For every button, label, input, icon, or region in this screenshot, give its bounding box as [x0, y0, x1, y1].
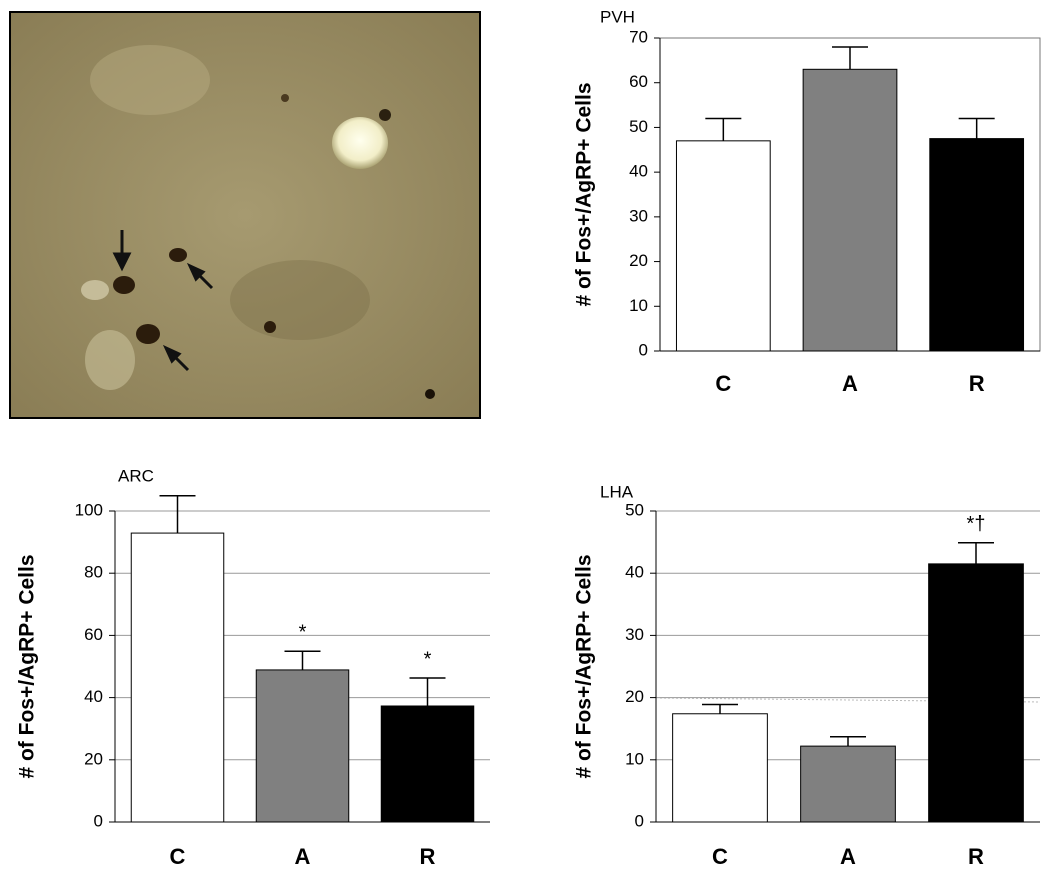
y-axis-label: # of Fos+/AgRP+ Cells [573, 82, 596, 306]
bar [255, 669, 350, 823]
y-axis-label: # of Fos+/AgRP+ Cells [573, 554, 596, 778]
y-tick-label: 60 [84, 625, 103, 644]
chart-title: ARC [118, 466, 154, 485]
y-tick-label: 40 [625, 563, 644, 582]
x-tick-label: A [842, 371, 858, 396]
y-tick-label: 0 [635, 811, 644, 830]
y-tick-label: 100 [75, 500, 103, 519]
y-tick-label: 70 [629, 27, 648, 46]
annotation: * [299, 622, 307, 644]
bar [802, 68, 898, 352]
chart-title: PVH [600, 7, 635, 26]
y-tick-label: 20 [84, 749, 103, 768]
y-tick-label: 10 [625, 749, 644, 768]
micrograph [9, 11, 481, 419]
bar [130, 532, 225, 823]
chart-title: LHA [600, 482, 634, 501]
y-tick-label: 0 [639, 340, 648, 359]
y-tick-label: 40 [84, 687, 103, 706]
x-tick-label: A [840, 844, 856, 869]
x-tick-label: C [712, 844, 728, 869]
bar [380, 705, 475, 823]
bar [929, 138, 1025, 352]
x-tick-label: R [969, 371, 985, 396]
annotation: *† [967, 513, 986, 535]
y-tick-label: 20 [629, 251, 648, 270]
bar [675, 140, 771, 352]
bar [672, 713, 768, 823]
bar [800, 745, 896, 823]
y-tick-label: 80 [84, 563, 103, 582]
y-tick-label: 50 [629, 117, 648, 136]
y-tick-label: 20 [625, 687, 644, 706]
x-tick-label: C [170, 844, 186, 869]
y-tick-label: 10 [629, 296, 648, 315]
bar [928, 563, 1024, 823]
annotation: * [424, 648, 432, 670]
y-tick-label: 0 [94, 811, 103, 830]
x-tick-label: A [295, 844, 311, 869]
y-tick-label: 30 [629, 206, 648, 225]
y-axis-label: # of Fos+/AgRP+ Cells [16, 554, 39, 778]
y-tick-label: 40 [629, 162, 648, 181]
y-tick-label: 60 [629, 72, 648, 91]
x-tick-label: C [715, 371, 731, 396]
x-tick-label: R [968, 844, 984, 869]
y-tick-label: 30 [625, 625, 644, 644]
y-tick-label: 50 [625, 500, 644, 519]
x-tick-label: R [420, 844, 436, 869]
